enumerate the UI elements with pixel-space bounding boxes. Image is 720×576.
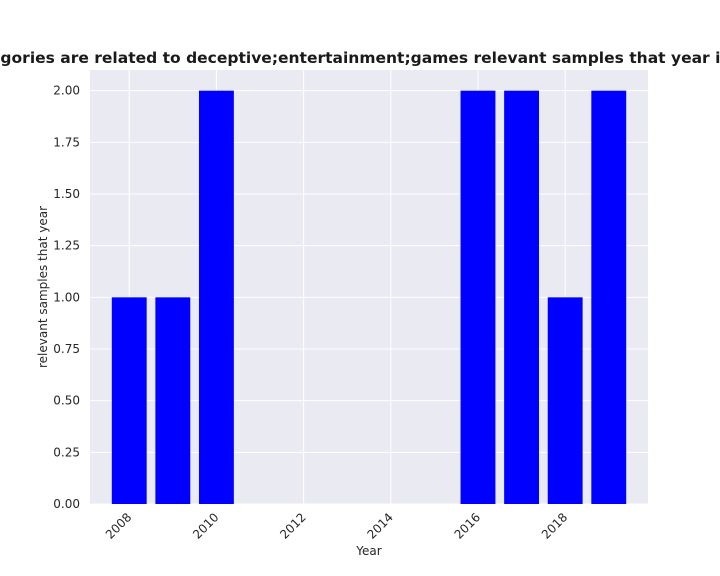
x-tick-label: 2010: [190, 510, 221, 541]
x-tick-label: 2016: [452, 510, 483, 541]
y-tick-label: 0.25: [53, 445, 80, 459]
x-tick-label: 2014: [364, 510, 395, 541]
y-tick-label: 1.50: [53, 187, 80, 201]
y-tick-label: 0.00: [53, 497, 80, 511]
bar-2008: [111, 297, 147, 504]
y-tick-label: 1.25: [53, 239, 80, 253]
bar-2019: [591, 90, 627, 505]
y-tick-labels: 0.00 0.25 0.50 0.75 1.00 1.25 1.50 1.75 2.00: [53, 84, 80, 511]
bar-2017: [504, 90, 540, 505]
chart-title: Number of categories are related to dece…: [0, 49, 720, 67]
y-tick-label: 0.50: [53, 394, 80, 408]
y-tick-label: 1.00: [53, 290, 80, 304]
bars: [111, 90, 627, 505]
x-tick-labels: 2008 2010 2012 2014 2016 2018: [103, 510, 570, 541]
x-axis-label: Year: [355, 544, 381, 558]
y-tick-label: 0.75: [53, 342, 80, 356]
bar-2009: [155, 297, 191, 504]
x-tick-label: 2012: [277, 510, 308, 541]
y-tick-label: 2.00: [53, 84, 80, 98]
bar-2016: [460, 90, 496, 505]
bar-2018: [547, 297, 583, 504]
y-axis-label: relevant samples that year: [36, 206, 50, 368]
x-tick-label: 2008: [103, 510, 134, 541]
bar-2010: [198, 90, 234, 505]
y-tick-label: 1.75: [53, 135, 80, 149]
x-tick-label: 2018: [539, 510, 570, 541]
